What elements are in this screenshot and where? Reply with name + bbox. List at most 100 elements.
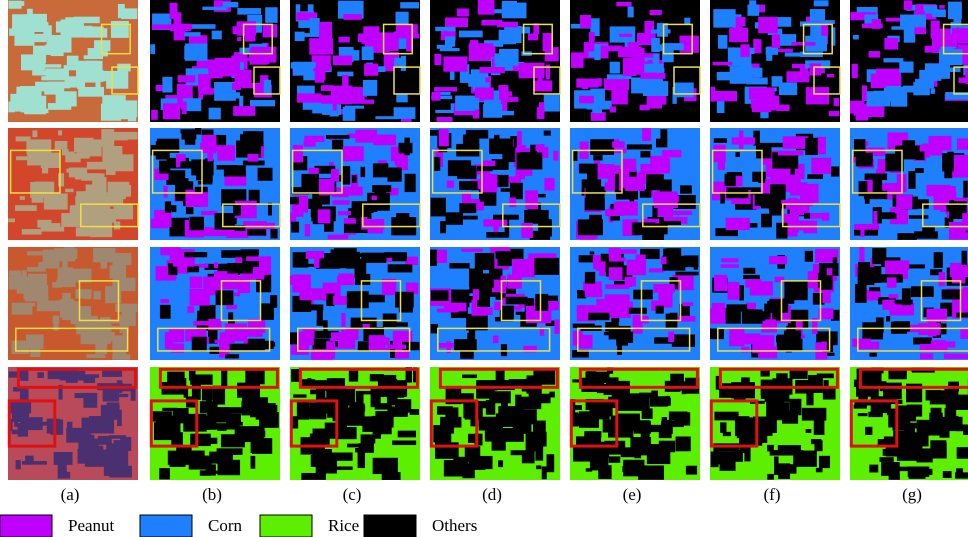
map-patch bbox=[35, 109, 48, 113]
map-patch bbox=[914, 231, 938, 238]
map-patch bbox=[233, 205, 241, 215]
map-patch bbox=[904, 0, 913, 9]
map-patch bbox=[786, 71, 809, 82]
map-patch bbox=[87, 422, 110, 428]
map-patch bbox=[477, 166, 493, 171]
map-patch bbox=[651, 38, 660, 52]
map-patch bbox=[290, 197, 299, 204]
map-patch bbox=[627, 144, 652, 149]
map-patch bbox=[445, 17, 468, 27]
map-patch bbox=[594, 44, 600, 60]
map-patch bbox=[808, 213, 829, 219]
map-patch bbox=[946, 205, 955, 212]
map-patch bbox=[814, 0, 829, 6]
map-patch bbox=[822, 342, 827, 352]
map-patch bbox=[919, 70, 941, 81]
map-patch bbox=[220, 70, 226, 75]
map-patch bbox=[457, 166, 476, 179]
map-patch bbox=[911, 286, 934, 297]
map-patch bbox=[170, 28, 191, 32]
map-patch bbox=[612, 141, 625, 147]
map-patch bbox=[963, 181, 967, 198]
map-patch bbox=[67, 422, 72, 431]
map-patch bbox=[112, 253, 131, 265]
map-patch bbox=[617, 341, 622, 355]
map-patch bbox=[82, 435, 94, 453]
map-patch bbox=[634, 442, 641, 458]
map-patch bbox=[431, 290, 449, 301]
map-patch bbox=[734, 390, 745, 401]
map-patch bbox=[475, 253, 495, 270]
map-patch bbox=[523, 398, 541, 410]
map-patch bbox=[75, 173, 101, 179]
map-patch bbox=[744, 445, 750, 461]
map-patch bbox=[753, 39, 758, 49]
map-patch bbox=[656, 139, 667, 148]
map-patch bbox=[358, 451, 365, 468]
map-patch bbox=[537, 107, 545, 119]
map-patch bbox=[954, 155, 968, 172]
map-patch bbox=[165, 201, 171, 212]
map-patch bbox=[623, 58, 637, 76]
map-patch bbox=[453, 457, 468, 475]
map-patch bbox=[662, 150, 681, 157]
map-patch bbox=[909, 215, 929, 218]
map-patch bbox=[343, 14, 361, 20]
map-patch bbox=[301, 174, 318, 189]
map-patch bbox=[150, 44, 155, 54]
map-patch bbox=[477, 280, 494, 288]
map-patch bbox=[651, 95, 667, 105]
map-patch bbox=[193, 321, 218, 325]
map-patch bbox=[512, 259, 535, 277]
map-patch bbox=[405, 257, 418, 265]
map-patch bbox=[248, 339, 265, 351]
map-patch bbox=[886, 316, 890, 322]
map-patch bbox=[947, 152, 953, 158]
map-patch bbox=[852, 64, 858, 79]
map-patch bbox=[25, 456, 34, 465]
map-patch bbox=[292, 274, 310, 292]
map-patch bbox=[187, 266, 199, 272]
panel-label: (f) bbox=[764, 485, 781, 504]
map-patch bbox=[889, 294, 899, 298]
map-patch bbox=[618, 47, 642, 58]
map-patch bbox=[758, 17, 778, 33]
map-patch bbox=[504, 26, 521, 43]
map-patch bbox=[925, 46, 940, 53]
map-patch bbox=[891, 94, 907, 107]
map-patch bbox=[479, 67, 504, 73]
map-patch bbox=[710, 87, 715, 102]
map-patch bbox=[305, 224, 310, 236]
map-patch bbox=[457, 8, 469, 16]
map-patch bbox=[808, 271, 816, 288]
map-patch bbox=[954, 198, 968, 201]
map-patch bbox=[462, 375, 477, 379]
map-patch bbox=[605, 284, 629, 289]
map-patch bbox=[396, 94, 407, 103]
map-patch bbox=[44, 204, 65, 209]
map-patch bbox=[481, 160, 495, 165]
map-patch bbox=[317, 321, 328, 326]
map-patch bbox=[62, 315, 87, 320]
map-patch bbox=[617, 393, 640, 411]
map-patch bbox=[859, 181, 868, 196]
map-patch bbox=[717, 72, 733, 80]
map-patch bbox=[962, 251, 967, 265]
map-patch bbox=[293, 62, 313, 76]
map-patch bbox=[108, 184, 126, 199]
map-patch bbox=[609, 248, 621, 258]
map-patch bbox=[160, 299, 169, 303]
map-patch bbox=[899, 61, 913, 72]
map-patch bbox=[930, 395, 955, 404]
map-patch bbox=[535, 294, 548, 311]
map-patch bbox=[331, 169, 339, 181]
map-patch bbox=[747, 4, 759, 15]
map-patch bbox=[854, 139, 865, 157]
map-patch bbox=[264, 80, 271, 95]
map-patch bbox=[76, 191, 87, 204]
map-patch bbox=[364, 64, 378, 76]
map-patch bbox=[499, 293, 505, 297]
map-patch bbox=[395, 12, 408, 26]
map-patch bbox=[247, 229, 266, 235]
map-patch bbox=[629, 308, 647, 314]
